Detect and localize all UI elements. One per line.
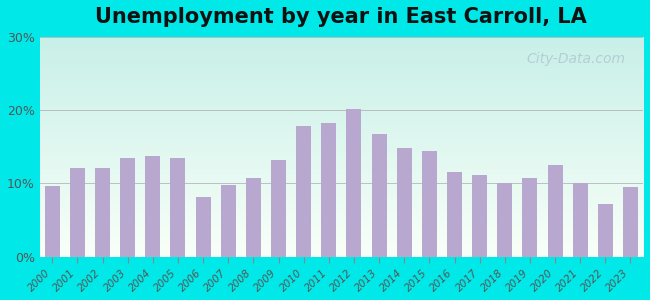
Bar — [346, 110, 361, 257]
Bar — [70, 168, 85, 257]
Bar — [196, 197, 211, 257]
Bar — [497, 183, 512, 257]
Bar — [447, 172, 462, 257]
Bar — [523, 178, 538, 257]
Bar — [271, 160, 286, 257]
Bar — [372, 134, 387, 257]
Bar — [296, 126, 311, 257]
Bar — [396, 148, 411, 257]
Bar — [598, 204, 613, 257]
Bar — [45, 186, 60, 257]
Bar — [145, 156, 161, 257]
Bar — [246, 178, 261, 257]
Bar — [623, 187, 638, 257]
Bar — [120, 158, 135, 257]
Title: Unemployment by year in East Carroll, LA: Unemployment by year in East Carroll, LA — [96, 7, 587, 27]
Bar — [221, 185, 236, 257]
Bar — [422, 151, 437, 257]
Bar — [95, 168, 110, 257]
Bar — [472, 175, 488, 257]
Bar — [547, 165, 563, 257]
Text: City-Data.com: City-Data.com — [526, 52, 625, 66]
Bar — [321, 123, 336, 257]
Bar — [170, 158, 185, 257]
Bar — [573, 184, 588, 257]
